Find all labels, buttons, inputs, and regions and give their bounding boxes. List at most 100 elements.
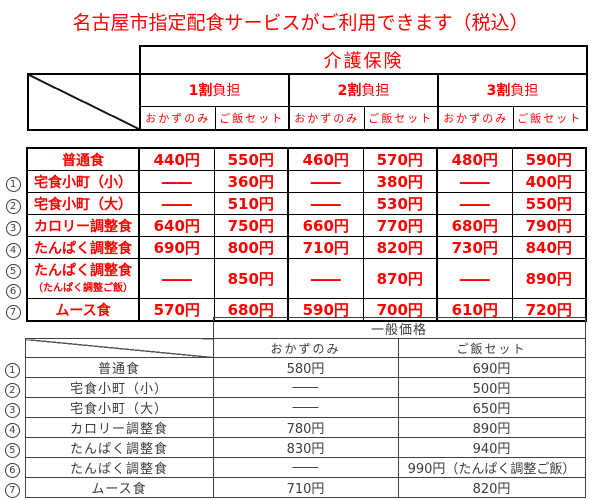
burden-bold-part: 1割 (188, 83, 213, 100)
row-number-cell (0, 148, 27, 171)
table-row: 6 たんぱく調整食 ―― 990円（たんぱく調整ご飯） (0, 457, 586, 478)
price-cell: 500円 (397, 377, 586, 398)
circled-number: 4 (4, 422, 20, 438)
kaigo-price-table: 普通食 440円 550円 460円 570円 480円 590円 1 宅食小町… (0, 147, 587, 322)
menu-label: 宅食小町（大） (26, 192, 140, 215)
general-price-section: 一般価格 おかずのみ ご飯セット 1 普通食 580円 690円 2 宅食小町（… (0, 317, 586, 498)
circled-number: 1 (5, 176, 21, 192)
table-row: 3 宅食小町（大） ―― 650円 (0, 397, 586, 418)
burden-30pct-header: 3割負担 (436, 73, 589, 107)
rice-set-header: ご飯セット (397, 338, 586, 358)
menu-label: たんぱく調整食 (24, 437, 214, 458)
rice-set-header: ご飯セット (214, 105, 290, 131)
price-cell: 590円 (511, 147, 587, 171)
row-number-cell: 5 (0, 438, 25, 458)
price-cell: 460円 (287, 147, 364, 171)
price-cell: 530円 (362, 192, 438, 215)
circled-number: 7 (5, 304, 21, 320)
circled-number: 2 (5, 198, 21, 214)
circled-number: 3 (5, 220, 21, 236)
price-cell: 890円 (511, 258, 587, 299)
row-number-cell: 2 (0, 378, 25, 398)
spacer-cell (28, 46, 140, 74)
rice-set-header: ご飯セット (363, 105, 439, 131)
row-number-cell: 4 (0, 237, 27, 259)
table-row: 普通食 440円 550円 460円 570円 480円 590円 (0, 147, 587, 171)
price-cell: 820円 (397, 477, 586, 498)
table-row: 2 宅食小町（大） ―― 510円 ―― 530円 ―― 550円 (0, 192, 587, 215)
row-number-cell: 3 (0, 215, 27, 237)
menu-label: 宅食小町（小） (24, 377, 214, 398)
table-row: おかずのみ ご飯セット (0, 338, 586, 358)
burden-rest-part: 負担 (212, 83, 241, 100)
row-number-cell: 7 (0, 299, 27, 322)
price-cell: 480円 (436, 147, 513, 171)
price-cell: 550円 (511, 192, 587, 215)
price-cell: 580円 (212, 357, 399, 378)
row-number-cell: 2 (0, 193, 27, 215)
spacer-cell (0, 318, 213, 339)
rice-set-header: ご飯セット (512, 105, 589, 131)
menu-label-line2: （たんぱく調整ご飯） (33, 283, 133, 294)
spacer-cell (0, 339, 25, 358)
price-cell: 570円 (362, 147, 438, 171)
menu-label-line1: たんぱく調整食 (34, 263, 132, 279)
price-cell: 710円 (287, 236, 364, 259)
price-cell: 850円 (213, 258, 289, 299)
burden-bold-part: 3割 (486, 83, 511, 100)
menu-label: たんぱく調整食 (26, 236, 140, 259)
table-row: 4 カロリー調整食 780円 890円 (0, 417, 586, 438)
price-cell: ―― (212, 457, 399, 478)
table-row: 2 宅食小町（小） ―― 500円 (0, 377, 586, 398)
price-cell: 770円 (362, 214, 438, 237)
circled-number: 6 (5, 283, 21, 299)
circled-number: 6 (4, 462, 20, 478)
price-cell: ―― (436, 258, 513, 299)
table-row: 1 宅食小町（小） ―― 360円 ―― 380円 ―― 400円 (0, 170, 587, 193)
price-cell: ―― (287, 192, 364, 215)
menu-label: 普通食 (26, 147, 140, 171)
price-cell: ―― (138, 192, 215, 215)
menu-label: ムース食 (24, 477, 214, 498)
price-cell: 550円 (213, 147, 289, 171)
price-cell: ―― (212, 377, 399, 398)
menu-label: たんぱく調整食 (24, 457, 214, 478)
okazu-only-header: おかずのみ (139, 105, 216, 131)
price-cell: ―― (138, 170, 215, 193)
table-row: 7 ムース食 570円 680円 590円 700円 610円 720円 (0, 298, 587, 322)
price-cell: 510円 (213, 192, 289, 215)
kaigo-header-table: 介護保険 1割負担 2割負担 3割負担 おかずのみ ご飯セット おかずのみ ご飯… (27, 45, 589, 131)
circled-number: 5 (5, 263, 21, 279)
diagonal-header-cell (27, 73, 141, 131)
table-row: 5 6 たんぱく調整食 （たんぱく調整ご飯） ―― 850円 ―― 870円 ―… (0, 258, 587, 299)
menu-label: 普通食 (24, 357, 214, 378)
menu-label: 宅食小町（大） (24, 397, 214, 418)
circled-number: 2 (4, 382, 20, 398)
price-cell: 870円 (362, 258, 438, 299)
price-cell: 780円 (212, 417, 399, 438)
menu-label: カロリー調整食 (24, 417, 214, 438)
price-cell: 360円 (213, 170, 289, 193)
price-cell: 690円 (138, 236, 215, 259)
price-cell: 990円（たんぱく調整ご飯） (397, 457, 586, 478)
table-row: 1 普通食 580円 690円 (0, 357, 586, 378)
circled-number: 5 (4, 442, 20, 458)
burden-20pct-header: 2割負担 (288, 73, 439, 107)
circled-number: 1 (4, 362, 20, 378)
price-cell: 710円 (212, 477, 399, 498)
price-cell: 940円 (397, 437, 586, 458)
price-cell: 790円 (511, 214, 587, 237)
table-row: 一般価格 (0, 317, 586, 339)
price-cell: 660円 (287, 214, 364, 237)
price-cell: 680円 (436, 214, 513, 237)
row-number-cell: 4 (0, 418, 25, 438)
table-row: 7 ムース食 710円 820円 (0, 477, 586, 498)
price-cell: 380円 (362, 170, 438, 193)
price-cell: 890円 (397, 417, 586, 438)
price-cell: 800円 (213, 236, 289, 259)
menu-label: ムース食 (26, 298, 140, 322)
price-cell: 400円 (511, 170, 587, 193)
price-cell: 830円 (212, 437, 399, 458)
price-cell: 750円 (213, 214, 289, 237)
price-cell: ―― (138, 258, 215, 299)
